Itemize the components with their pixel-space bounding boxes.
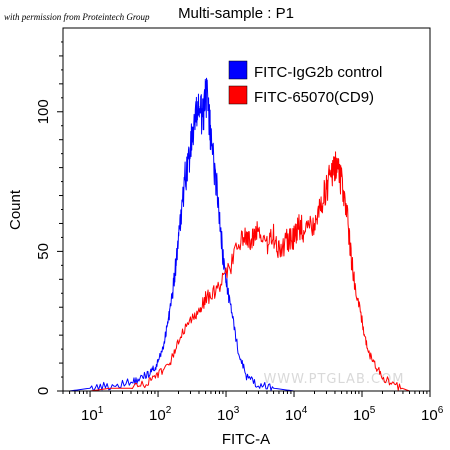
series-line-1 — [89, 151, 410, 392]
permission-note: with permission from Proteintech Group — [4, 12, 150, 22]
y-tick-label: 100 — [35, 99, 52, 124]
series-line-0 — [69, 77, 295, 392]
legend-swatch-cd9 — [228, 85, 248, 105]
legend-label-control: FITC-IgG2b control — [254, 64, 382, 81]
watermark: WWW.PTGLAB.COM — [263, 372, 404, 387]
legend-swatch-control — [228, 60, 248, 80]
x-axis: 101 102 103 104 105 106 — [62, 391, 444, 424]
chart-title: Multi-sample : P1 — [178, 5, 294, 22]
x-axis-label: FITC-A — [222, 431, 270, 448]
legend: FITC-IgG2b control FITC-65070(CD9) — [228, 60, 382, 106]
y-tick-label: 50 — [35, 243, 52, 260]
series-layer — [69, 77, 410, 392]
y-axis-label: Count — [7, 189, 24, 230]
y-tick-label: 0 — [35, 387, 52, 395]
y-axis: 0 50 100 — [35, 41, 63, 395]
legend-label-cd9: FITC-65070(CD9) — [254, 89, 374, 106]
